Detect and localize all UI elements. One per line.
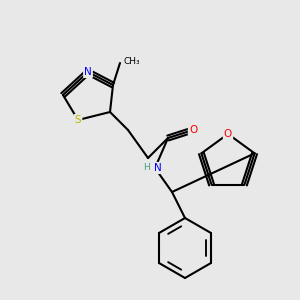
Text: O: O xyxy=(189,125,197,135)
Text: H: H xyxy=(144,164,150,172)
Text: CH₃: CH₃ xyxy=(123,56,140,65)
Text: N: N xyxy=(84,67,92,77)
Text: N: N xyxy=(154,163,162,173)
Text: S: S xyxy=(75,115,81,125)
Text: O: O xyxy=(224,129,232,139)
